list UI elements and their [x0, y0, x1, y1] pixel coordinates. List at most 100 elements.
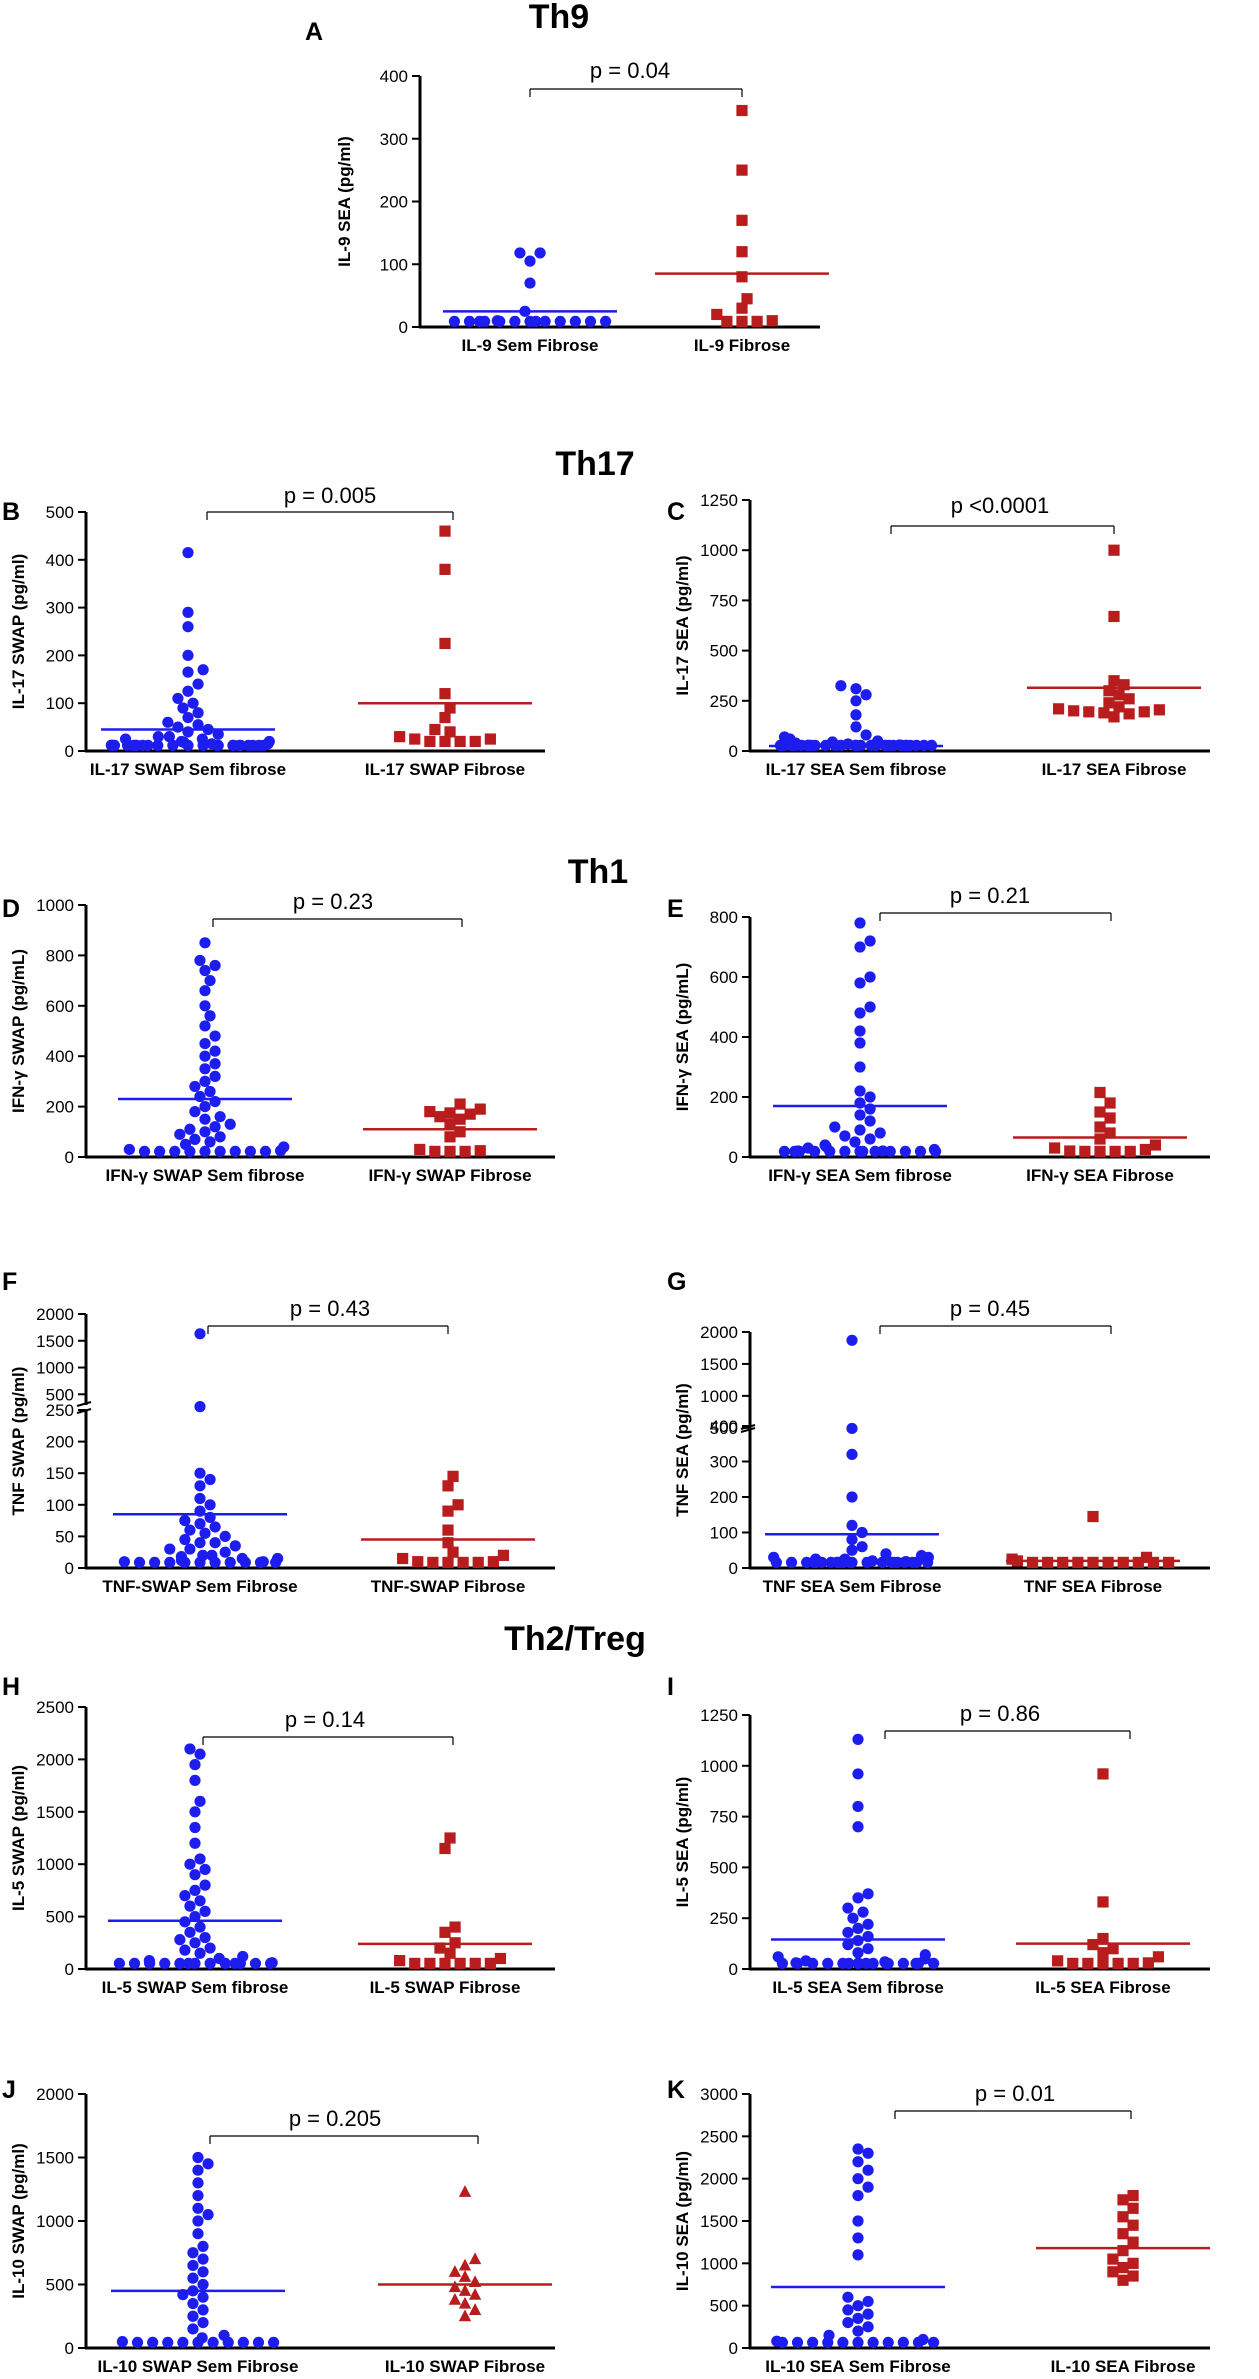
data-point	[187, 2247, 198, 2258]
data-point	[414, 1144, 425, 1155]
data-point	[1057, 1557, 1068, 1568]
data-point	[800, 1955, 811, 1966]
data-point	[439, 638, 450, 649]
data-point	[204, 1086, 215, 1097]
data-point	[852, 2325, 863, 2336]
data-point	[854, 1007, 865, 1018]
data-point	[198, 664, 209, 675]
data-point	[846, 1423, 857, 1434]
data-point	[767, 315, 778, 326]
y-tick-label: 1000	[36, 1855, 74, 1874]
data-point	[846, 1534, 857, 1545]
data-point	[245, 1146, 256, 1157]
data-point	[1125, 1146, 1136, 1157]
data-point	[1118, 1557, 1129, 1568]
data-point	[199, 1932, 210, 1943]
data-point	[449, 2293, 461, 2305]
data-point	[854, 917, 865, 928]
y-tick-label: 250	[710, 692, 738, 711]
data-point	[455, 1958, 466, 1969]
data-point	[187, 2311, 198, 2322]
data-point	[1083, 706, 1094, 717]
data-point	[850, 695, 861, 706]
data-point	[498, 1550, 509, 1561]
data-point	[439, 712, 450, 723]
panel-letter: E	[667, 895, 684, 923]
data-point	[194, 1921, 205, 1932]
data-point	[879, 1956, 890, 1967]
data-point	[209, 1096, 220, 1107]
data-point	[1042, 1557, 1053, 1568]
data-point	[1097, 1958, 1108, 1969]
data-point	[444, 1146, 455, 1157]
y-tick-label: 0	[729, 1148, 738, 1167]
data-point	[439, 564, 450, 575]
data-point	[187, 2260, 198, 2271]
data-point	[449, 1921, 460, 1932]
data-point	[129, 1958, 140, 1969]
data-point	[192, 2203, 203, 2214]
x-category-label: IL-10 SEA Fibrose	[1051, 2357, 1196, 2376]
data-point	[189, 1081, 200, 1092]
data-point	[916, 1550, 927, 1561]
data-point	[424, 1958, 435, 1969]
data-point	[852, 2232, 863, 2243]
data-point	[1097, 1947, 1108, 1958]
data-point	[209, 960, 220, 971]
data-point	[807, 2337, 818, 2348]
data-point	[197, 2279, 208, 2290]
data-point	[837, 2337, 848, 2348]
data-point	[447, 1471, 458, 1482]
y-axis-label: IL-5 SWAP (pg/ml)	[9, 1765, 28, 1911]
data-point	[182, 667, 193, 678]
data-point	[585, 316, 596, 327]
panel-letter: I	[667, 1673, 674, 1701]
data-point	[184, 1859, 195, 1870]
data-point	[120, 733, 131, 744]
data-point	[829, 1121, 840, 1132]
panel-letter: J	[2, 2076, 16, 2104]
data-point	[825, 1557, 836, 1568]
data-point	[177, 702, 188, 713]
data-point	[192, 2165, 203, 2176]
data-point	[192, 2215, 203, 2226]
data-point	[144, 1955, 155, 1966]
data-point	[854, 1124, 865, 1135]
data-point	[225, 1557, 236, 1568]
data-point	[842, 2304, 853, 2315]
data-point	[147, 2337, 158, 2348]
y-tick-label: 200	[380, 193, 408, 212]
data-point	[852, 2156, 863, 2167]
y-tick-label: 2000	[36, 2085, 74, 2104]
data-point	[237, 1951, 248, 1962]
data-point	[771, 2336, 782, 2347]
data-point	[846, 1449, 857, 1460]
data-point	[792, 2337, 803, 2348]
data-point	[194, 1853, 205, 1864]
p-value: p = 0.005	[284, 483, 376, 508]
y-tick-label: 1500	[700, 2212, 738, 2231]
y-tick-label: 1500	[36, 1332, 74, 1351]
data-point	[169, 1146, 180, 1157]
data-point	[852, 1923, 863, 1934]
data-point	[898, 2337, 909, 2348]
data-point	[1127, 2237, 1138, 2248]
data-point	[839, 1130, 850, 1141]
data-point	[455, 736, 466, 747]
data-point	[852, 1801, 863, 1812]
data-point	[1108, 711, 1119, 722]
data-point	[199, 1020, 210, 1031]
data-point	[459, 2310, 471, 2322]
data-point	[854, 1109, 865, 1120]
data-point	[1064, 1145, 1075, 1156]
x-category-label: IL-17 SEA Fibrose	[1042, 760, 1187, 779]
data-point	[852, 1768, 863, 1779]
data-point	[204, 975, 215, 986]
data-point	[1053, 703, 1064, 714]
data-point	[194, 1493, 205, 1504]
data-point	[184, 1927, 195, 1938]
data-point	[194, 955, 205, 966]
data-point	[822, 1958, 833, 1969]
data-point	[174, 1129, 185, 1140]
data-point	[736, 165, 747, 176]
